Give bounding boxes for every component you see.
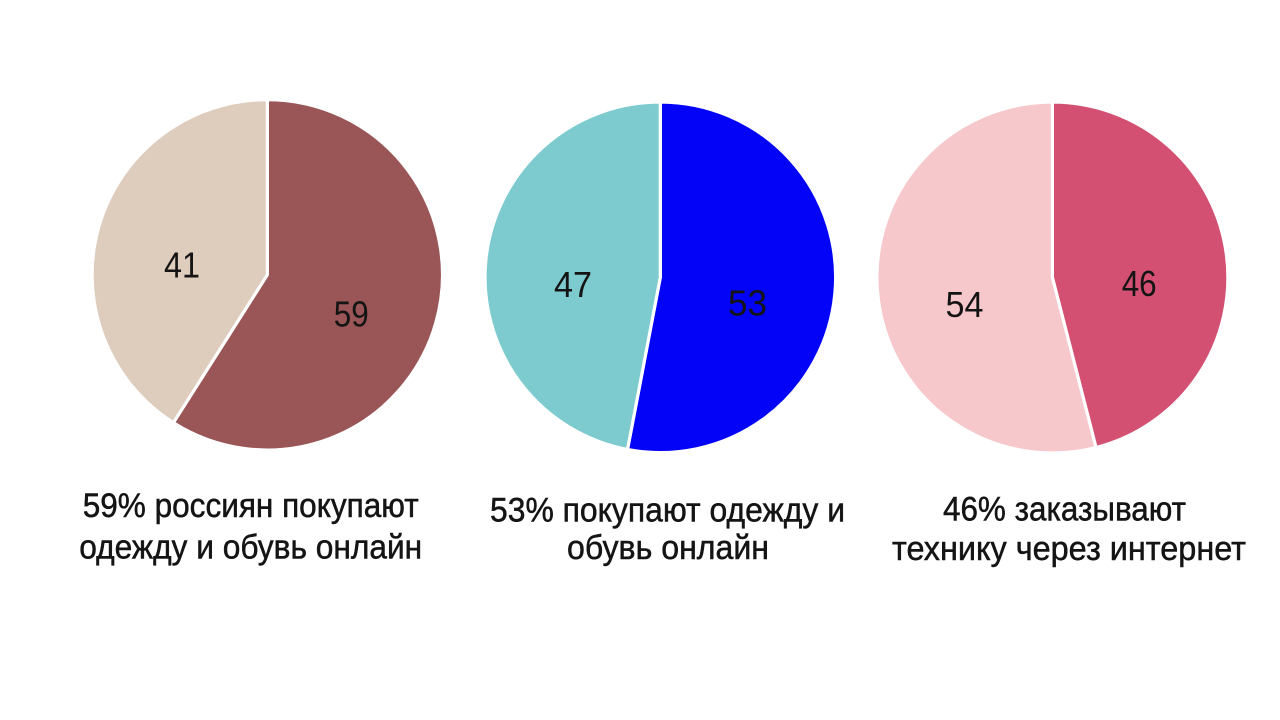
svg-text:одежду и обувь онлайн: одежду и обувь онлайн [79,529,422,567]
svg-text:обувь онлайн: обувь онлайн [567,529,769,567]
svg-text:46: 46 [1122,263,1157,304]
svg-text:47: 47 [554,264,592,305]
svg-text:технику через интернет: технику через интернет [892,530,1246,568]
svg-text:59: 59 [334,293,369,334]
svg-text:59% россиян покупают: 59% россиян покупают [83,487,419,525]
svg-text:53% покупают одежду и: 53% покупают одежду и [490,492,845,530]
svg-text:41: 41 [164,244,200,285]
svg-text:53: 53 [728,283,767,324]
svg-text:46% заказывают: 46% заказывают [943,491,1186,529]
svg-text:54: 54 [946,284,984,325]
